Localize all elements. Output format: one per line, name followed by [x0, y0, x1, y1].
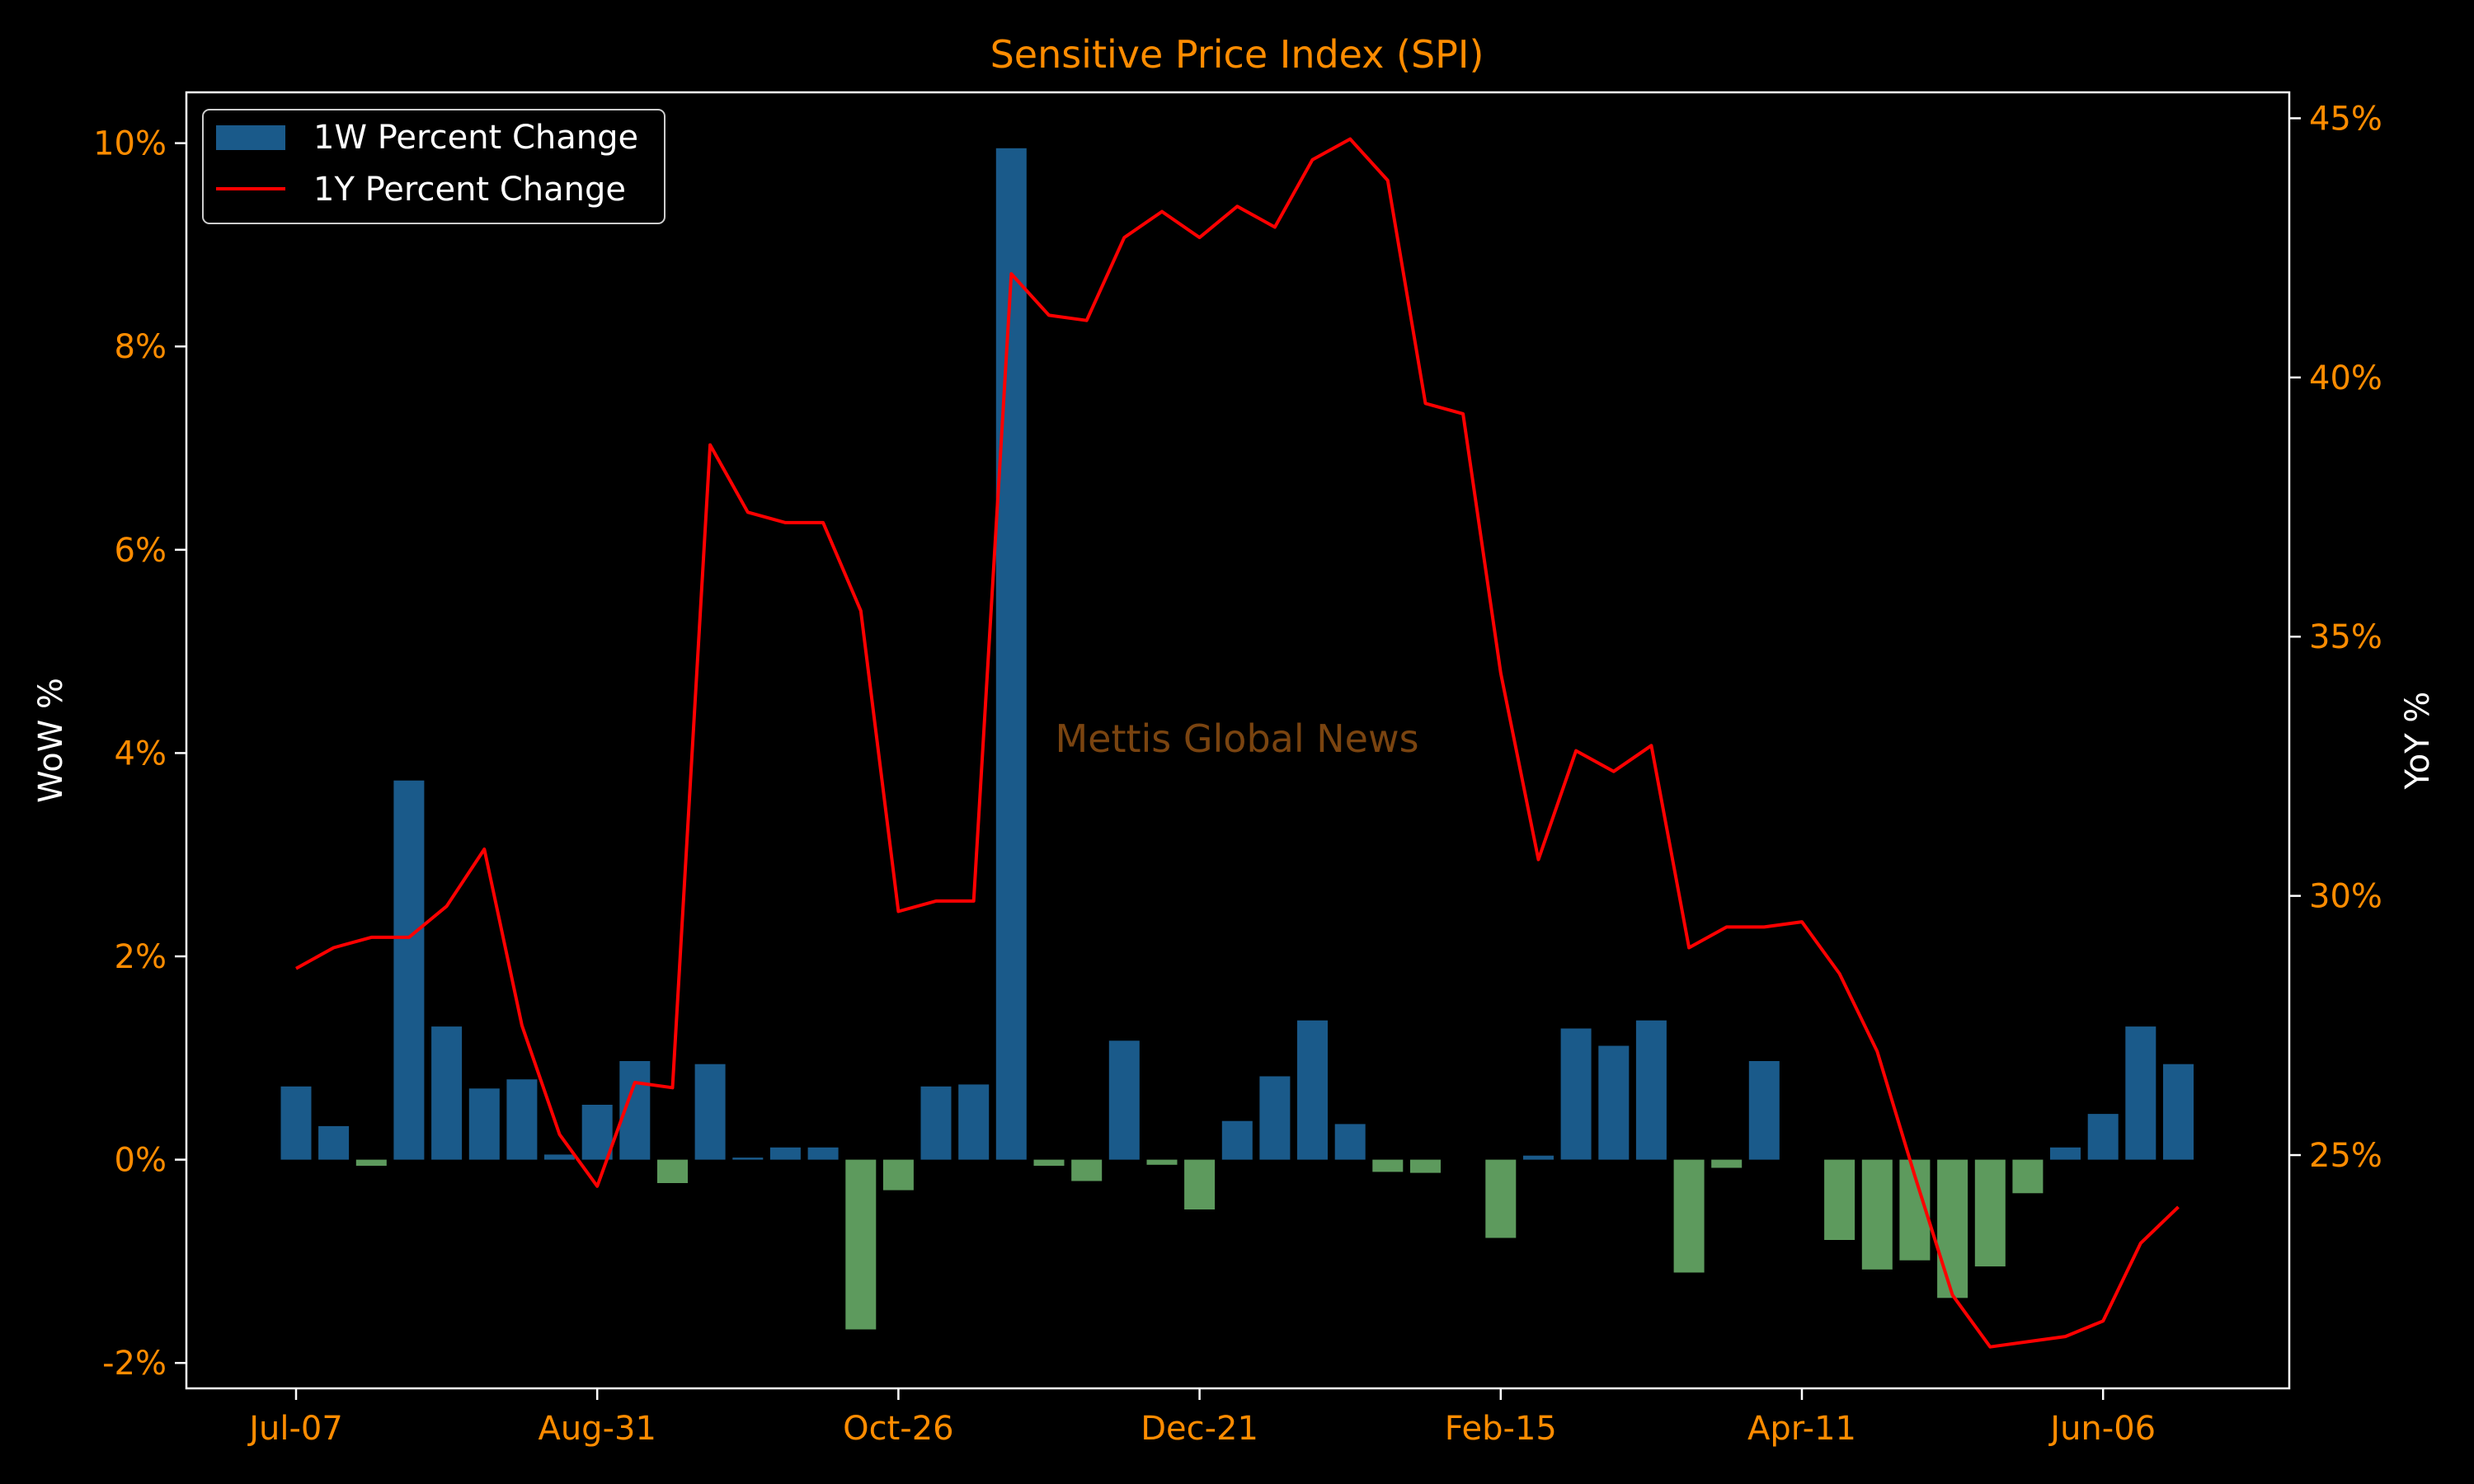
bar-1w	[468, 1088, 500, 1160]
bar-1w	[732, 1158, 764, 1160]
bar-1w	[807, 1147, 839, 1160]
bar-1w	[657, 1159, 688, 1183]
right-tick-label: 30%	[2309, 878, 2382, 916]
left-tick-label: -2%	[102, 1345, 167, 1383]
bar-1w	[2087, 1114, 2119, 1160]
bar-1w	[2163, 1064, 2194, 1160]
left-tick-label: 4%	[115, 735, 167, 773]
bar-1w	[958, 1084, 990, 1160]
bar-1w	[1974, 1159, 2006, 1267]
bar-1w	[995, 148, 1027, 1160]
right-axis-ticks: 25% 30% 35% 40% 45%	[2289, 100, 2382, 1175]
bar-1w	[882, 1159, 914, 1190]
bar-1w	[506, 1079, 538, 1160]
bar-1w	[393, 780, 425, 1160]
bar-1w	[2050, 1147, 2081, 1160]
left-tick-label: 2%	[115, 938, 167, 976]
bar-1w	[694, 1064, 726, 1160]
chart-title: Sensitive Price Index (SPI)	[990, 32, 1484, 77]
bar-1w	[1824, 1159, 1856, 1240]
bar-1w	[920, 1086, 952, 1160]
bar-1w	[1937, 1159, 1968, 1298]
x-tick-label: Apr-11	[1747, 1410, 1856, 1448]
y-axis-label-right: YoY %	[2399, 692, 2437, 791]
bar-1w	[1259, 1076, 1291, 1160]
bar-1w	[1146, 1159, 1178, 1165]
x-tick-label: Feb-15	[1445, 1410, 1557, 1448]
bar-1w	[1071, 1159, 1103, 1181]
bar-1w	[1598, 1045, 1630, 1160]
bar-1w	[1410, 1159, 1441, 1173]
bar-1w	[1560, 1028, 1592, 1160]
bar-1w	[1673, 1159, 1705, 1273]
bar-1w	[431, 1026, 463, 1160]
right-tick-label: 40%	[2309, 359, 2382, 397]
x-axis-ticks: Jul-07 Aug-31 Oct-26 Dec-21 Feb-15 Apr-11 Jun-…	[247, 1388, 2156, 1448]
y-axis-label-left: WoW %	[32, 678, 70, 803]
bar-1w	[1184, 1159, 1216, 1209]
watermark-text: Mettis Global News	[1055, 716, 1418, 761]
bar-1w	[1334, 1124, 1366, 1160]
bar-1w	[1372, 1159, 1404, 1172]
bar-1w	[318, 1125, 350, 1160]
bar-1w	[1108, 1040, 1140, 1160]
bar-1w	[1221, 1120, 1253, 1160]
bar-1w	[769, 1147, 801, 1160]
legend-swatch-bar	[216, 125, 285, 150]
bar-1w	[1861, 1159, 1893, 1270]
plot-frame	[185, 91, 2291, 1390]
bar-1w	[1033, 1159, 1065, 1166]
bar-1w	[544, 1154, 575, 1160]
bar-1w	[1635, 1020, 1667, 1160]
bar-1w	[1748, 1061, 1780, 1160]
x-tick-label: Aug-31	[538, 1410, 656, 1448]
left-tick-label: 0%	[115, 1142, 167, 1180]
legend-label-1y: 1Y Percent Change	[313, 171, 626, 209]
bar-1w	[581, 1105, 613, 1160]
bar-1w	[1297, 1020, 1328, 1160]
bar-1w	[355, 1159, 387, 1166]
legend-label-1w: 1W Percent Change	[313, 119, 638, 157]
left-tick-label: 10%	[93, 125, 167, 163]
left-tick-label: 8%	[115, 328, 167, 366]
bar-1w	[2012, 1159, 2044, 1194]
bar-1w	[1485, 1159, 1517, 1238]
bar-series-1w	[280, 148, 2194, 1330]
left-axis-ticks: -2% 0% 2% 4% 6% 8% 10%	[93, 125, 186, 1383]
bar-1w	[280, 1086, 312, 1160]
right-tick-label: 35%	[2309, 618, 2382, 656]
right-tick-label: 45%	[2309, 100, 2382, 138]
line-series-1y	[295, 137, 2180, 1349]
x-tick-label: Jul-07	[247, 1410, 343, 1448]
bar-1w	[1523, 1155, 1554, 1160]
legend: 1W Percent Change 1Y Percent Change	[202, 109, 666, 224]
x-tick-label: Jun-06	[2048, 1410, 2156, 1448]
left-tick-label: 6%	[115, 532, 167, 570]
x-tick-label: Dec-21	[1141, 1410, 1258, 1448]
right-tick-label: 25%	[2309, 1137, 2382, 1175]
bar-1w	[845, 1159, 877, 1330]
bar-1w	[1711, 1159, 1743, 1168]
x-tick-label: Oct-26	[843, 1410, 954, 1448]
legend-box	[202, 109, 666, 224]
bar-1w	[2125, 1026, 2157, 1160]
